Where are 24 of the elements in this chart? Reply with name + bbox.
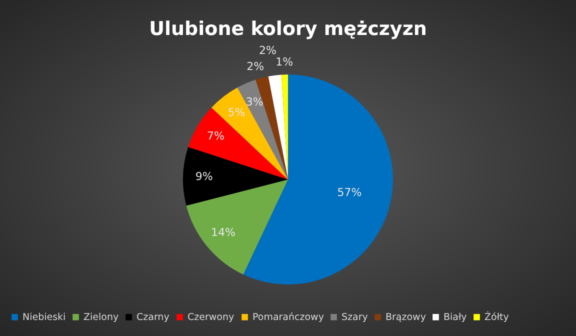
data-label: 5%: [228, 106, 246, 120]
data-label: 1%: [276, 56, 294, 69]
legend-label: Żółty: [484, 311, 510, 324]
legend-label: Brązowy: [386, 312, 426, 324]
pie-slice: [268, 74, 288, 180]
data-label: 7%: [206, 130, 224, 143]
chart-title: Ulubione kolory mężczyzn: [149, 18, 427, 40]
data-label: 14%: [211, 226, 236, 240]
data-label: 2%: [258, 44, 276, 58]
data-label: 9%: [195, 170, 213, 183]
legend-label: Zielony: [84, 312, 119, 324]
legend-label: Czerwony: [188, 312, 234, 324]
legend-label: Szary: [342, 312, 368, 324]
legend-label: Niebieski: [22, 312, 66, 324]
data-label: 2%: [246, 60, 264, 74]
pie-slice: [243, 74, 393, 284]
legend-label: Czarny: [136, 312, 170, 324]
legend-label: Biały: [444, 312, 468, 324]
data-label: 57%: [337, 186, 362, 200]
pie-slice: [183, 147, 288, 206]
data-label: 3%: [246, 95, 264, 108]
pie-slice: [186, 180, 288, 275]
legend-label: Pomarańczowy: [252, 312, 324, 324]
pie-slice: [188, 108, 288, 180]
